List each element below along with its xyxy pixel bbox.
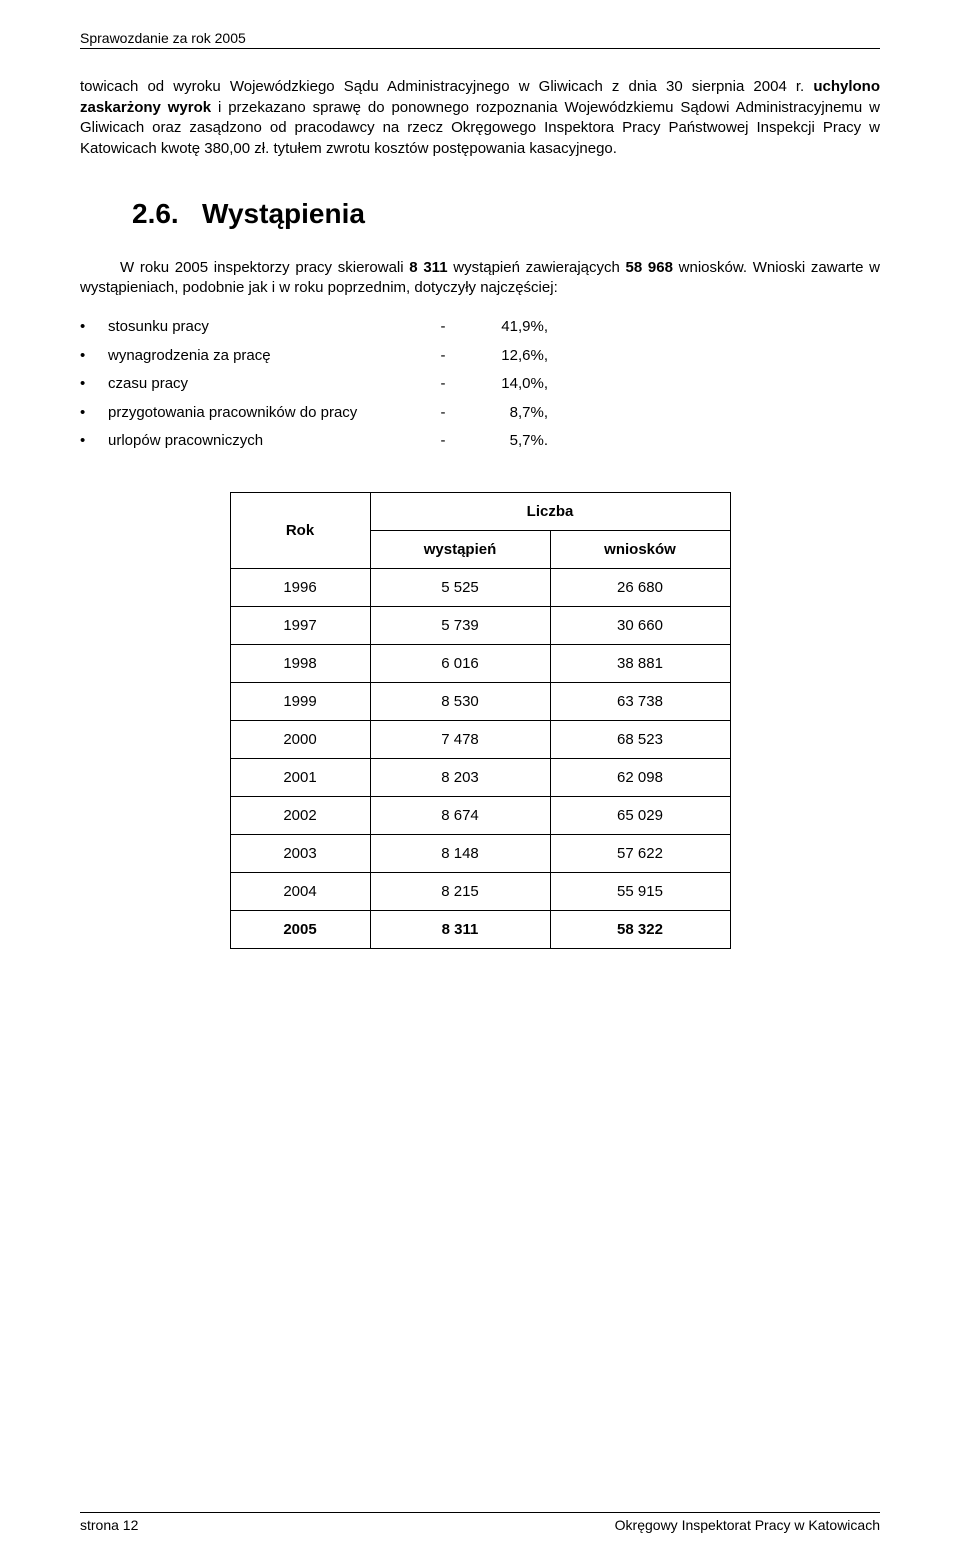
bullet-label: urlopów pracowniczych — [108, 427, 418, 456]
table-row: 19965 52526 680 — [230, 568, 730, 606]
cell-wnioskow: 26 680 — [550, 568, 730, 606]
cell-wystapien: 8 148 — [370, 834, 550, 872]
cell-wystapien: 7 478 — [370, 720, 550, 758]
cell-wystapien: 6 016 — [370, 644, 550, 682]
cell-wnioskow: 30 660 — [550, 606, 730, 644]
section-title: Wystąpienia — [202, 198, 365, 229]
cell-wystapien: 8 203 — [370, 758, 550, 796]
cell-wnioskow: 55 915 — [550, 872, 730, 910]
table-row: 20028 67465 029 — [230, 796, 730, 834]
list-item: •czasu pracy-14,0%, — [80, 370, 880, 399]
cell-wnioskow: 63 738 — [550, 682, 730, 720]
bullet-value: 14,0%, — [468, 370, 548, 399]
bullet-label: stosunku pracy — [108, 313, 418, 342]
data-table: Rok Liczba wystąpień wniosków 19965 5252… — [230, 492, 731, 949]
bullet-dash: - — [418, 427, 468, 456]
cell-rok: 2000 — [230, 720, 370, 758]
section-number: 2.6. — [132, 198, 179, 229]
page-footer: strona 12 Okręgowy Inspektorat Pracy w K… — [80, 1512, 880, 1533]
bullet-dash: - — [418, 370, 468, 399]
table-row: 19986 01638 881 — [230, 644, 730, 682]
cell-wystapien: 5 739 — [370, 606, 550, 644]
list-item: •urlopów pracowniczych-5,7%. — [80, 427, 880, 456]
bullet-dash: - — [418, 342, 468, 371]
cell-wnioskow: 62 098 — [550, 758, 730, 796]
cell-rok: 1999 — [230, 682, 370, 720]
bullet-label: wynagrodzenia za pracę — [108, 342, 418, 371]
bullet-value: 5,7%. — [468, 427, 548, 456]
table-row: 20048 21555 915 — [230, 872, 730, 910]
bullet-list: •stosunku pracy-41,9%,•wynagrodzenia za … — [80, 313, 880, 456]
footer-org: Okręgowy Inspektorat Pracy w Katowicach — [615, 1517, 880, 1533]
cell-wystapien: 8 215 — [370, 872, 550, 910]
table-header-col1: wystąpień — [370, 530, 550, 568]
table-row: 20058 31158 322 — [230, 910, 730, 948]
cell-wystapien: 8 311 — [370, 910, 550, 948]
cell-wystapien: 8 674 — [370, 796, 550, 834]
bullet-value: 8,7%, — [468, 399, 548, 428]
cell-wnioskow: 58 322 — [550, 910, 730, 948]
page-header-title: Sprawozdanie za rok 2005 — [80, 30, 880, 49]
bullet-icon: • — [80, 370, 108, 399]
cell-rok: 2001 — [230, 758, 370, 796]
bullet-icon: • — [80, 342, 108, 371]
cell-wnioskow: 57 622 — [550, 834, 730, 872]
footer-page-number: strona 12 — [80, 1517, 138, 1533]
list-item: •wynagrodzenia za pracę-12,6%, — [80, 342, 880, 371]
bullet-icon: • — [80, 427, 108, 456]
bullet-icon: • — [80, 313, 108, 342]
bullet-value: 41,9%, — [468, 313, 548, 342]
body-paragraph-1: towicach od wyroku Wojewódzkiego Sądu Ad… — [80, 77, 880, 160]
table-row: 20038 14857 622 — [230, 834, 730, 872]
cell-rok: 2005 — [230, 910, 370, 948]
section-heading: 2.6. Wystąpienia — [132, 198, 880, 230]
table-header-col2: wniosków — [550, 530, 730, 568]
list-item: •przygotowania pracowników do pracy-8,7%… — [80, 399, 880, 428]
cell-wnioskow: 38 881 — [550, 644, 730, 682]
bullet-value: 12,6%, — [468, 342, 548, 371]
table-row: 20007 47868 523 — [230, 720, 730, 758]
cell-rok: 1997 — [230, 606, 370, 644]
cell-rok: 2003 — [230, 834, 370, 872]
table-header-liczba: Liczba — [370, 492, 730, 530]
cell-rok: 2004 — [230, 872, 370, 910]
cell-wnioskow: 65 029 — [550, 796, 730, 834]
table-row: 20018 20362 098 — [230, 758, 730, 796]
cell-wnioskow: 68 523 — [550, 720, 730, 758]
cell-rok: 1998 — [230, 644, 370, 682]
bullet-icon: • — [80, 399, 108, 428]
bullet-label: przygotowania pracowników do pracy — [108, 399, 418, 428]
cell-rok: 1996 — [230, 568, 370, 606]
list-item: •stosunku pracy-41,9%, — [80, 313, 880, 342]
table-row: 19998 53063 738 — [230, 682, 730, 720]
cell-wystapien: 5 525 — [370, 568, 550, 606]
bullet-dash: - — [418, 399, 468, 428]
bullet-dash: - — [418, 313, 468, 342]
table-header-rok: Rok — [230, 492, 370, 568]
cell-rok: 2002 — [230, 796, 370, 834]
table-row: 19975 73930 660 — [230, 606, 730, 644]
section-intro: W roku 2005 inspektorzy pracy skierowali… — [80, 258, 880, 299]
bullet-label: czasu pracy — [108, 370, 418, 399]
cell-wystapien: 8 530 — [370, 682, 550, 720]
